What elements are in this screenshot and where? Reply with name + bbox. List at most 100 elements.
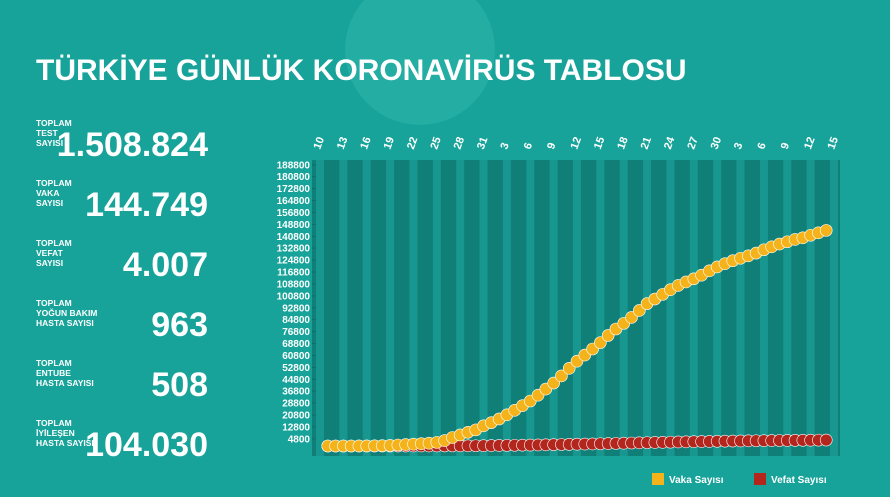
stat-label: HASTA SAYISI <box>36 438 94 448</box>
x-tick-label: 15 <box>592 135 607 151</box>
column-stripe <box>479 160 488 456</box>
column-stripe <box>573 160 581 456</box>
x-tick-label: 22 <box>405 135 420 151</box>
y-tick-label: 52800 <box>282 363 310 374</box>
y-tick-label: 68800 <box>282 339 310 350</box>
legend-label: Vaka Sayısı <box>669 475 724 486</box>
stat-label: HASTA SAYISI <box>36 318 94 328</box>
x-tick-label: 30 <box>709 135 724 151</box>
y-tick-label: 164800 <box>277 196 311 207</box>
x-tick-label: 28 <box>452 135 467 151</box>
y-tick-label: 12800 <box>282 422 310 433</box>
y-tick-label: 172800 <box>277 184 311 195</box>
x-tick-label: 6 <box>755 141 768 151</box>
column-stripe <box>713 160 722 456</box>
column-stripe <box>806 160 815 456</box>
stat-label: TEST <box>36 128 59 138</box>
data-point <box>594 336 607 349</box>
column-stripe <box>736 160 745 456</box>
stat-label: SAYISI <box>36 138 63 148</box>
stat-label: VAKA <box>36 188 59 198</box>
x-tick-label: 3 <box>732 141 745 151</box>
x-tick-label: 6 <box>522 141 535 151</box>
column-stripe <box>502 160 511 456</box>
column-stripe <box>456 160 465 456</box>
x-tick-label: 27 <box>685 135 700 151</box>
stat-value: 963 <box>151 306 208 344</box>
y-tick-label: 140800 <box>277 232 311 243</box>
stat-value: 104.030 <box>85 426 208 464</box>
stat-label: TOPLAM <box>36 418 72 428</box>
stat-label: TOPLAM <box>36 298 72 308</box>
y-tick-label: 36800 <box>282 387 310 398</box>
stat-label: ENTUBE <box>36 368 71 378</box>
y-tick-label: 44800 <box>282 375 310 386</box>
stat-value: 4.007 <box>123 246 208 284</box>
stat-value: 144.749 <box>85 186 208 224</box>
column-stripe <box>619 160 628 456</box>
column-stripe <box>432 160 441 456</box>
legend-label: Vefat Sayısı <box>771 475 827 486</box>
column-stripe <box>783 160 792 456</box>
x-tick-label: 9 <box>545 141 558 151</box>
stat-label: TOPLAM <box>36 178 72 188</box>
y-tick-label: 108800 <box>277 279 311 290</box>
legend-swatch <box>652 473 664 485</box>
y-tick-label: 4800 <box>288 434 311 445</box>
stat-label: HASTA SAYISI <box>36 378 94 388</box>
y-tick-label: 124800 <box>277 256 311 267</box>
x-tick-label: 21 <box>639 135 654 151</box>
x-tick-label: 18 <box>615 135 630 151</box>
y-tick-label: 100800 <box>277 291 311 302</box>
stat-label: YOĞUN BAKIM <box>36 307 97 318</box>
y-tick-label: 156800 <box>277 208 311 219</box>
column-stripe <box>666 160 675 456</box>
x-tick-label: 24 <box>662 135 678 151</box>
column-stripe <box>526 160 535 456</box>
y-tick-label: 20800 <box>282 411 310 422</box>
column-stripe <box>386 160 395 456</box>
column-stripe <box>362 160 371 456</box>
legend-swatch <box>754 473 766 485</box>
stat-label: SAYISI <box>36 258 63 268</box>
x-tick-label: 9 <box>779 141 792 151</box>
x-tick-label: 12 <box>569 135 584 151</box>
y-tick-label: 132800 <box>277 244 311 255</box>
x-tick-label: 31 <box>475 135 490 151</box>
column-stripe <box>689 160 698 456</box>
page-title: TÜRKİYE GÜNLÜK KORONAVİRÜS TABLOSU <box>36 54 687 87</box>
x-tick-label: 10 <box>312 135 327 151</box>
y-tick-label: 148800 <box>277 220 311 231</box>
x-tick-label: 16 <box>358 135 373 151</box>
x-tick-label: 3 <box>498 141 511 151</box>
column-stripe <box>830 160 838 456</box>
y-tick-label: 76800 <box>282 327 310 338</box>
x-tick-label: 15 <box>826 135 841 151</box>
y-tick-label: 116800 <box>277 268 310 279</box>
stat-label: VEFAT <box>36 248 64 258</box>
virus-decoration <box>345 0 495 125</box>
x-tick-label: 19 <box>382 135 397 151</box>
column-stripe <box>339 160 348 456</box>
data-point <box>819 224 833 237</box>
y-tick-label: 28800 <box>282 399 310 410</box>
x-tick-label: 25 <box>428 135 443 151</box>
data-point <box>562 361 576 375</box>
data-point <box>819 433 833 447</box>
y-tick-label: 92800 <box>282 303 310 314</box>
stat-value: 1.508.824 <box>57 126 208 164</box>
column-stripe <box>759 160 768 456</box>
x-tick-label: 12 <box>802 135 817 151</box>
stat-value: 508 <box>151 366 208 404</box>
stat-label: TOPLAM <box>36 358 72 368</box>
y-tick-label: 180800 <box>277 172 311 183</box>
stat-label: SAYISI <box>36 198 63 208</box>
stats: TOPLAMTESTSAYISI1.508.824TOPLAMVAKASAYIS… <box>36 118 208 464</box>
column-stripe <box>409 160 418 456</box>
y-tick-label: 60800 <box>282 351 310 362</box>
column-stripe <box>549 160 558 456</box>
data-point <box>555 369 568 383</box>
stat-label: TOPLAM <box>36 238 72 248</box>
column-stripe <box>316 160 324 456</box>
